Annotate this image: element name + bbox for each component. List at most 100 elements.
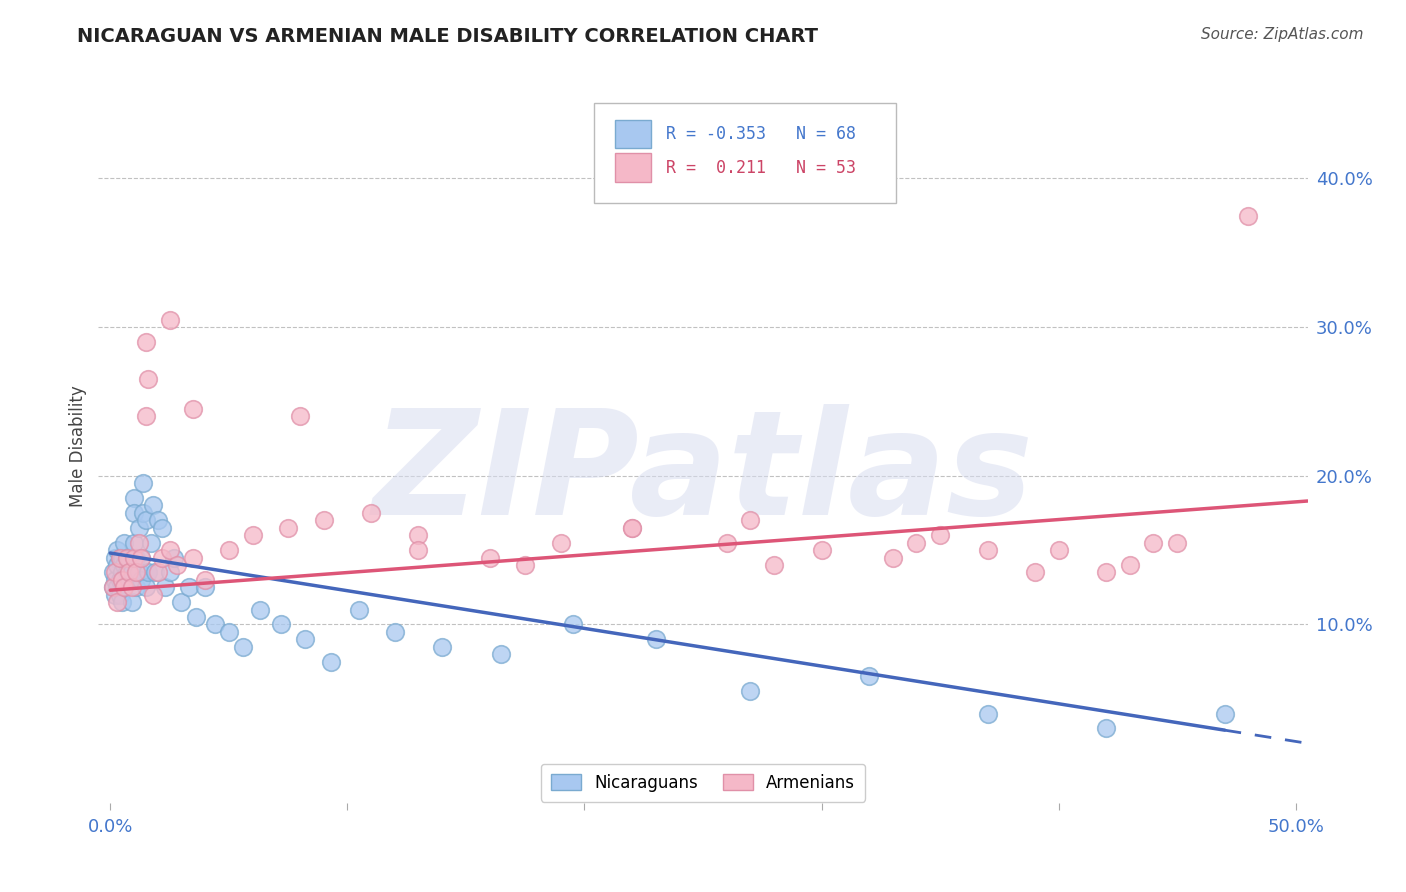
Text: ZIPatlas: ZIPatlas [373, 404, 1033, 545]
Point [159, 312, 181, 326]
Point [1095, 566, 1118, 580]
Point [118, 566, 141, 580]
Point [132, 476, 155, 491]
Point [408, 528, 430, 542]
Point [121, 566, 143, 580]
Point [114, 558, 136, 572]
Point [270, 617, 292, 632]
Point [111, 595, 134, 609]
Point [114, 535, 136, 549]
Point [143, 566, 166, 580]
Point [118, 550, 141, 565]
Point [101, 580, 124, 594]
Point [491, 647, 513, 661]
Point [104, 573, 127, 587]
Legend: Nicaraguans, Armenians: Nicaraguans, Armenians [541, 764, 865, 802]
Point [232, 640, 254, 654]
Point [810, 543, 832, 558]
Point [249, 602, 271, 616]
Point [122, 506, 145, 520]
Point [129, 550, 152, 565]
Point [384, 624, 406, 639]
Point [159, 566, 181, 580]
Point [125, 566, 148, 580]
Point [478, 550, 501, 565]
Point [115, 566, 138, 580]
Point [347, 602, 370, 616]
Point [108, 550, 131, 565]
Point [319, 655, 342, 669]
Point [181, 550, 204, 565]
Point [146, 566, 169, 580]
Point [561, 617, 583, 632]
Point [1166, 535, 1188, 549]
Point [135, 513, 157, 527]
Point [135, 409, 157, 424]
Point [111, 573, 134, 587]
Point [218, 543, 240, 558]
Point [115, 550, 138, 565]
Point [408, 543, 430, 558]
Point [105, 580, 128, 594]
Point [360, 506, 382, 520]
Point [976, 543, 998, 558]
Point [1024, 566, 1046, 580]
Point [129, 550, 152, 565]
Point [108, 550, 131, 565]
Point [166, 558, 188, 572]
Point [104, 588, 127, 602]
Point [115, 550, 138, 565]
Point [142, 588, 165, 602]
Point [142, 499, 165, 513]
Point [218, 624, 240, 639]
Point [105, 595, 128, 609]
Point [125, 580, 148, 594]
Point [114, 580, 136, 594]
Point [905, 535, 928, 549]
Point [153, 580, 176, 594]
Point [163, 550, 186, 565]
Text: R = -0.353   N = 68: R = -0.353 N = 68 [665, 125, 855, 143]
Point [716, 535, 738, 549]
Point [132, 506, 155, 520]
Point [104, 550, 127, 565]
Point [277, 521, 299, 535]
Point [929, 528, 952, 542]
Point [108, 573, 131, 587]
Point [111, 550, 134, 565]
Point [136, 372, 159, 386]
Point [128, 535, 150, 549]
Point [135, 334, 157, 349]
Point [644, 632, 666, 647]
Point [108, 588, 131, 602]
Point [432, 640, 454, 654]
Point [181, 401, 204, 416]
Point [146, 513, 169, 527]
Point [105, 543, 128, 558]
Point [177, 580, 200, 594]
Point [1095, 722, 1118, 736]
Point [204, 617, 226, 632]
Point [1142, 535, 1164, 549]
Point [152, 550, 174, 565]
Point [111, 573, 134, 587]
Y-axis label: Male Disability: Male Disability [69, 385, 87, 507]
Point [882, 550, 904, 565]
Point [312, 513, 335, 527]
Point [858, 669, 880, 683]
Point [242, 528, 264, 542]
Point [159, 543, 181, 558]
Point [118, 573, 141, 587]
Point [135, 580, 157, 594]
Point [122, 550, 145, 565]
Text: R =  0.211   N = 53: R = 0.211 N = 53 [665, 159, 855, 177]
Point [129, 573, 152, 587]
Point [104, 566, 127, 580]
Point [170, 595, 193, 609]
Point [194, 573, 217, 587]
Point [184, 610, 207, 624]
Point [105, 558, 128, 572]
Point [294, 632, 316, 647]
Point [763, 558, 786, 572]
Point [121, 595, 143, 609]
